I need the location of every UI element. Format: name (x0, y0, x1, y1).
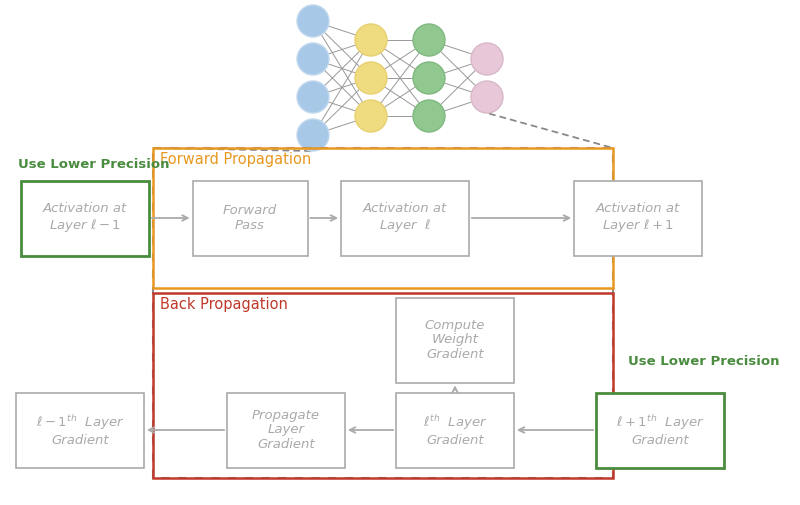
Ellipse shape (471, 43, 503, 75)
Text: Use Lower Precision: Use Lower Precision (18, 158, 170, 171)
Bar (341, 180, 469, 256)
Ellipse shape (355, 62, 387, 94)
Bar (227, 392, 345, 468)
Ellipse shape (297, 119, 329, 151)
Ellipse shape (297, 43, 329, 75)
Bar (396, 392, 514, 468)
Bar (574, 180, 702, 256)
Text: Compute
Weight
Gradient: Compute Weight Gradient (425, 319, 485, 362)
Bar (153, 148, 613, 478)
Text: Forward
Pass: Forward Pass (223, 204, 277, 232)
Bar (153, 148, 613, 288)
Bar (396, 297, 514, 382)
Bar (193, 180, 307, 256)
Text: Back Propagation: Back Propagation (160, 297, 288, 312)
Text: Propagate
Layer
Gradient: Propagate Layer Gradient (252, 409, 320, 451)
Ellipse shape (413, 24, 445, 56)
Text: Activation at
Layer  $\ell$: Activation at Layer $\ell$ (363, 202, 447, 234)
Bar (16, 392, 144, 468)
Text: $\ell - 1^{th}$  Layer
Gradient: $\ell - 1^{th}$ Layer Gradient (36, 413, 124, 447)
Text: $\ell + 1^{th}$  Layer
Gradient: $\ell + 1^{th}$ Layer Gradient (616, 413, 704, 447)
Bar (153, 293, 613, 478)
Text: $\ell^{th}$  Layer
Gradient: $\ell^{th}$ Layer Gradient (422, 413, 487, 447)
Ellipse shape (297, 81, 329, 113)
Ellipse shape (413, 100, 445, 132)
Text: Activation at
Layer $\ell + 1$: Activation at Layer $\ell + 1$ (596, 202, 680, 234)
Bar (596, 392, 724, 468)
Text: Use Lower Precision: Use Lower Precision (628, 355, 779, 368)
Ellipse shape (471, 81, 503, 113)
Ellipse shape (355, 100, 387, 132)
Ellipse shape (297, 5, 329, 37)
Text: Forward Propagation: Forward Propagation (160, 152, 311, 167)
Text: Activation at
Layer $\ell - 1$: Activation at Layer $\ell - 1$ (43, 202, 127, 234)
Ellipse shape (413, 62, 445, 94)
Ellipse shape (355, 24, 387, 56)
Bar (21, 180, 149, 256)
